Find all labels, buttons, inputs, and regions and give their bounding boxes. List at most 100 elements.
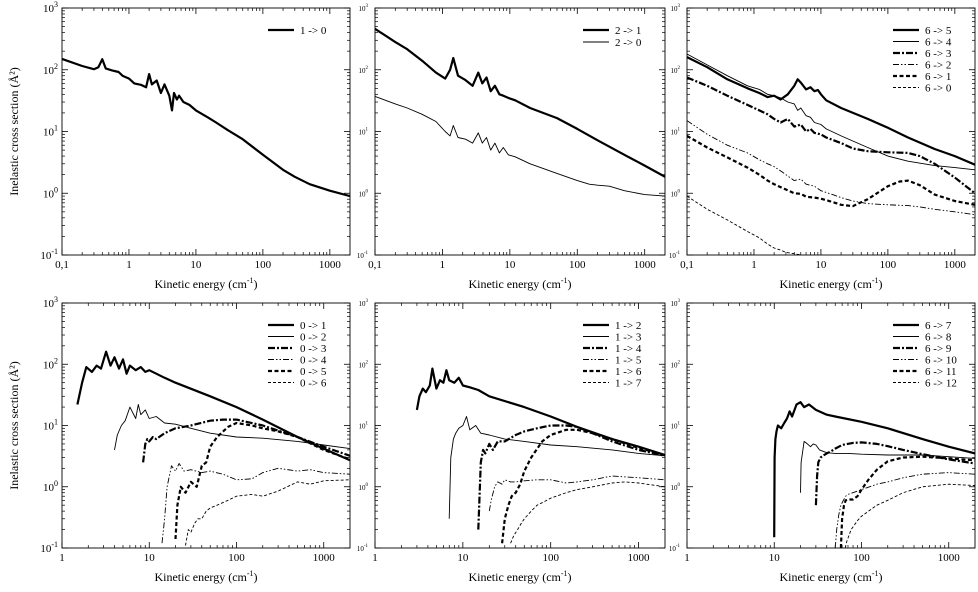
series-group (62, 57, 350, 198)
series-line-3 (834, 472, 975, 548)
chart-panel-bottom-left: 1 10 100 1000 10-1 100 101 102 103 Kinetic energy… (7, 295, 351, 584)
series-line-0 (375, 27, 665, 178)
legend-label: 1 -> 7 (615, 378, 642, 390)
legend-label: 1 -> 2 (615, 320, 641, 332)
legend-label: 6 -> 3 (925, 48, 952, 60)
y-tick-label: 101 (671, 422, 681, 431)
chart-panel-top-right: 0,1 1 10 100 1000 10-1 100 101 102 103 Kinetic ene… (669, 4, 976, 291)
legend-label: 0 -> 5 (300, 366, 327, 378)
x-tick-label: 0,1 (55, 259, 69, 271)
series-line-1 (687, 53, 975, 171)
y-tick-label: 10-1 (357, 544, 369, 553)
chart-panel-top-left: 0,1 1 10 100 1000 10-1 100 101 102 103 Kinetic ene… (7, 0, 351, 291)
legend-label: 0 -> 2 (300, 332, 326, 344)
y-tick-label: 102 (671, 66, 681, 75)
series-line-3 (488, 475, 665, 512)
x-axis-label: Kinetic energy (cm-1) (154, 569, 257, 584)
series-line-5 (844, 483, 975, 548)
x-tick-label: 0,1 (680, 259, 694, 271)
y-tick-label: 100 (671, 189, 681, 198)
plot-frame (61, 7, 351, 256)
y-tick-label: 102 (359, 360, 369, 369)
series-group (415, 367, 665, 544)
x-tick-label: 1000 (319, 259, 342, 271)
series-group (773, 401, 975, 548)
legend-label: 6 -> 5 (925, 25, 952, 37)
legend-label: 6 -> 12 (925, 378, 957, 390)
series-line-3 (687, 120, 975, 216)
y-tick-label: 101 (359, 128, 369, 137)
legend-label: 1 -> 5 (615, 355, 642, 367)
y-tick-label: 101 (43, 124, 58, 139)
legend-label: 6 -> 4 (925, 37, 952, 49)
legend-label: 0 -> 3 (300, 343, 327, 355)
series-line-1 (375, 95, 665, 197)
series-line-5 (185, 479, 350, 546)
series-line-0 (415, 367, 665, 457)
x-tick-label: 100 (542, 552, 559, 564)
chart-panel-bottom-middle: 1 10 100 1000 10-1 100 101 102 103 Kinetic energy… (357, 299, 666, 584)
series-line-0 (62, 57, 350, 198)
y-tick-label: 103 (43, 0, 58, 15)
y-tick-label: 10-1 (357, 251, 369, 260)
series-line-2 (142, 418, 350, 463)
legend-label: 6 -> 10 (925, 355, 957, 367)
x-tick-label: 1 (126, 259, 132, 271)
legend: 1 -> 0 (268, 25, 327, 37)
y-tick-label: 102 (359, 66, 369, 75)
series-line-5 (687, 195, 806, 255)
y-tick-label: 10-1 (669, 544, 681, 553)
chart-panel-top-middle: 0,1 1 10 100 1000 10-1 100 101 102 103 Kinetic ene… (357, 4, 666, 291)
x-tick-label: 1000 (634, 259, 657, 271)
series-line-1 (114, 404, 350, 450)
legend-label: 2 -> 0 (615, 37, 642, 49)
legend: 0 -> 10 -> 20 -> 30 -> 40 -> 50 -> 6 (268, 320, 327, 390)
series-line-1 (448, 416, 665, 519)
series-group (687, 53, 975, 255)
y-tick-label: 100 (359, 483, 369, 492)
x-axis-label: Kinetic energy (cm-1) (779, 569, 882, 584)
x-axis-label: Kinetic energy (cm-1) (468, 569, 571, 584)
y-tick-label: 101 (359, 422, 369, 431)
series-line-3 (161, 463, 350, 544)
y-tick-label: 102 (43, 356, 58, 371)
x-tick-label: 0,1 (368, 259, 382, 271)
legend-label: 1 -> 4 (615, 343, 642, 355)
x-tick-label: 1000 (628, 552, 651, 564)
x-axis-label: Kinetic energy (cm-1) (468, 276, 571, 291)
y-tick-label: 10-1 (40, 247, 58, 262)
x-tick-label: 100 (228, 552, 245, 564)
x-tick-label: 100 (569, 259, 586, 271)
x-tick-label: 10 (769, 552, 781, 564)
legend-label: 1 -> 3 (615, 332, 642, 344)
legend-label: 6 -> 1 (925, 71, 951, 83)
y-tick-label: 102 (671, 360, 681, 369)
y-tick-label: 103 (43, 295, 58, 310)
legend-label: 1 -> 6 (615, 366, 642, 378)
legend: 6 -> 76 -> 86 -> 96 -> 106 -> 116 -> 12 (893, 320, 957, 390)
series-line-4 (687, 134, 975, 208)
legend-label: 0 -> 4 (300, 355, 327, 367)
y-tick-label: 100 (43, 479, 58, 494)
x-axis-label: Kinetic energy (cm-1) (154, 276, 257, 291)
legend-label: 6 -> 11 (925, 366, 956, 378)
series-group (76, 350, 350, 546)
x-tick-label: 1 (440, 259, 446, 271)
legend: 6 -> 56 -> 46 -> 36 -> 26 -> 16 -> 0 (893, 25, 952, 95)
legend: 2 -> 12 -> 0 (583, 25, 642, 49)
series-line-5 (510, 481, 665, 544)
legend-label: 6 -> 8 (925, 332, 952, 344)
series-line-4 (174, 421, 350, 540)
y-axis-label: Inelastic cross section (Å²) (7, 67, 21, 196)
series-line-1 (800, 440, 975, 493)
y-tick-label: 103 (359, 4, 369, 13)
x-tick-label: 1 (684, 552, 690, 564)
y-tick-label: 100 (359, 189, 369, 198)
x-tick-label: 10 (190, 259, 202, 271)
series-line-2 (687, 76, 975, 195)
series-line-0 (76, 350, 350, 462)
series-line-4 (839, 455, 975, 548)
legend: 1 -> 21 -> 31 -> 41 -> 51 -> 61 -> 7 (583, 320, 642, 390)
x-tick-label: 1 (372, 552, 378, 564)
